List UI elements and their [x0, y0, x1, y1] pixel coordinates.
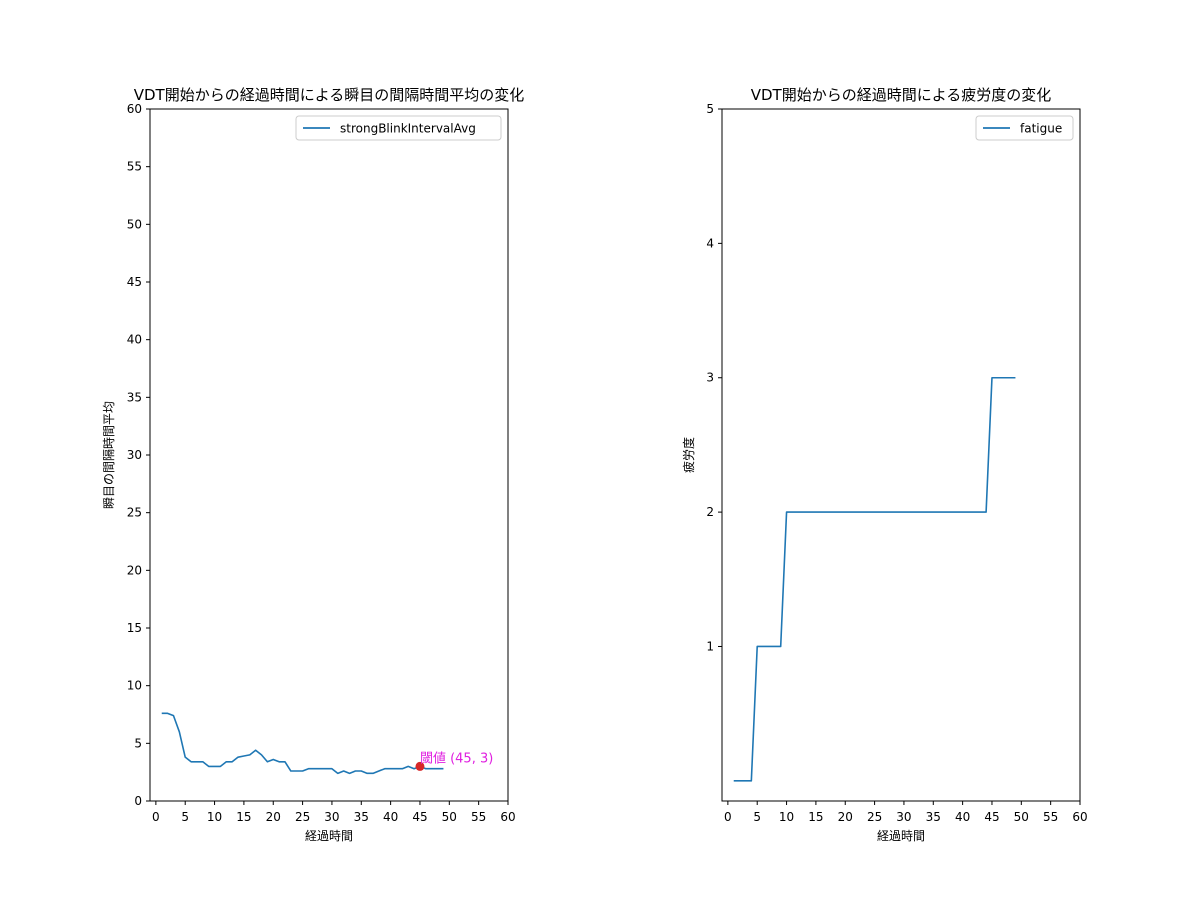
y-tick-label: 40 — [127, 333, 142, 347]
x-tick-label: 45 — [984, 810, 999, 824]
chart-panel-1: VDT開始からの経過時間による瞬目の間隔時間平均の変化 0 5 10 15 20 25 30 3… — [102, 86, 524, 843]
legend-box — [975, 115, 1074, 141]
y-tick-label: 15 — [127, 621, 142, 635]
x-tick-label: 40 — [955, 810, 970, 824]
x-tick-label: 30 — [324, 810, 339, 824]
y-tick-label: 55 — [127, 160, 142, 174]
x-tick-label: 50 — [1014, 810, 1029, 824]
threshold-point — [415, 761, 425, 771]
x-tick-label: 55 — [471, 810, 486, 824]
y-tick-label: 3 — [706, 371, 714, 385]
legend-label: strongBlinkIntervalAvg — [340, 122, 476, 136]
x-tick-label: 25 — [295, 810, 310, 824]
y-tick-label: 35 — [127, 390, 142, 404]
x-axis-label: 経過時間 — [305, 829, 353, 843]
chart-title: VDT開始からの経過時間による疲労度の変化 — [751, 86, 1052, 104]
x-tick-label: 15 — [236, 810, 251, 824]
legend: fatigue — [975, 115, 1074, 141]
x-tick-label: 5 — [753, 810, 761, 824]
y-tick-label: 5 — [706, 102, 714, 116]
x-axis-label: 経過時間 — [877, 829, 925, 843]
x-tick-label: 0 — [152, 810, 160, 824]
x-tick-label: 15 — [808, 810, 823, 824]
y-tick-label: 20 — [127, 563, 142, 577]
y-tick-label: 1 — [706, 639, 714, 653]
y-axis-label: 瞬目の間隔時間平均 — [102, 401, 116, 509]
threshold-annotation: 閾値 (45, 3) — [420, 750, 493, 766]
x-tick-label: 10 — [779, 810, 794, 824]
x-tick-label: 25 — [867, 810, 882, 824]
y-tick-label: 10 — [127, 679, 142, 693]
y-tick-label: 25 — [127, 506, 142, 520]
x-tick-label: 60 — [500, 810, 515, 824]
y-tick-label: 2 — [706, 505, 714, 519]
x-tick-label: 45 — [412, 810, 427, 824]
x-tick-label: 10 — [207, 810, 222, 824]
plot-frame — [721, 108, 1081, 802]
legend: strongBlinkIntervalAvg — [295, 115, 502, 141]
x-tick-label: 40 — [383, 810, 398, 824]
chart-title: VDT開始からの経過時間による瞬目の間隔時間平均の変化 — [134, 86, 525, 104]
y-tick-label: 0 — [134, 794, 142, 808]
x-tick-label: 20 — [266, 810, 281, 824]
series-line-fatigue — [733, 376, 1016, 782]
x-tick-label: 55 — [1043, 810, 1058, 824]
plot-frame — [149, 108, 509, 802]
y-axis-label: 疲労度 — [681, 437, 696, 473]
legend-label: fatigue — [1020, 122, 1062, 136]
x-tick-label: 60 — [1072, 810, 1087, 824]
series-line-strongBlinkIntervalAvg — [161, 712, 444, 775]
legend-box — [295, 115, 502, 141]
x-tick-label: 30 — [896, 810, 911, 824]
x-tick-label: 5 — [181, 810, 189, 824]
x-tick-label: 20 — [838, 810, 853, 824]
y-tick-label: 30 — [127, 448, 142, 462]
y-tick-label: 45 — [127, 275, 142, 289]
y-tick-label: 60 — [127, 102, 142, 116]
x-tick-label: 50 — [442, 810, 457, 824]
x-tick-label: 35 — [354, 810, 369, 824]
y-tick-label: 5 — [134, 736, 142, 750]
x-tick-label: 0 — [724, 810, 732, 824]
y-tick-label: 50 — [127, 217, 142, 231]
x-tick-label: 35 — [926, 810, 941, 824]
y-tick-label: 4 — [706, 236, 714, 250]
